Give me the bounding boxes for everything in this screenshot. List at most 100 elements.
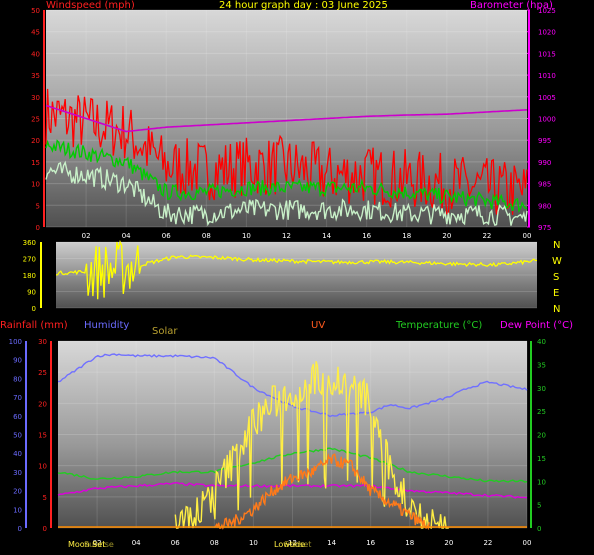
- baro-y-tick: 980: [538, 202, 551, 210]
- weather-x-tick: 18: [405, 539, 414, 547]
- weather-x-tick: 04: [132, 539, 141, 547]
- temp-y-tick: 15: [537, 455, 546, 463]
- rainfall-axis-title: Rainfall (mm): [0, 320, 68, 331]
- baro-y-tick: 1020: [538, 29, 556, 37]
- direction-y-tick: 0: [32, 305, 36, 313]
- rain-y-tick: 20: [38, 400, 47, 408]
- wind-x-tick: 08: [202, 232, 211, 240]
- lowtide-label: Lowtide: [274, 540, 306, 549]
- humidity-y-tick: 60: [13, 413, 22, 421]
- baro-y-tick: 1010: [538, 72, 556, 80]
- barometer-axis-title: Barometer (hpa): [470, 0, 553, 11]
- compass-s: S: [553, 272, 560, 283]
- temp-y-tick: 35: [537, 361, 546, 369]
- wind-y-tick: 35: [31, 72, 40, 80]
- humidity-y-tick: 20: [13, 488, 22, 496]
- uv-label: UV: [311, 320, 326, 331]
- compass-w: W: [552, 256, 562, 267]
- temp-y-tick: 20: [537, 432, 546, 440]
- humidity-y-tick: 70: [13, 394, 22, 402]
- weather-x-tick: 06: [171, 539, 180, 547]
- temp-y-tick: 25: [537, 408, 546, 416]
- weather-x-tick: 16: [366, 539, 375, 547]
- weather-x-tick: 00: [523, 539, 532, 547]
- wind-x-tick: 00: [523, 232, 532, 240]
- direction-y-tick: 180: [23, 272, 36, 280]
- sunrise-label: Sunrise: [84, 540, 114, 549]
- series-humidity: [57, 353, 528, 418]
- wind-y-tick: 40: [31, 50, 40, 58]
- humidity-y-tick: 90: [13, 357, 22, 365]
- weather-x-tick: 12: [288, 539, 297, 547]
- humidity-axis-title: Humidity: [84, 320, 130, 331]
- rain-y-tick: 15: [38, 432, 47, 440]
- wind-x-tick: 04: [122, 232, 131, 240]
- windspeed-axis-title: Windspeed (mph): [46, 0, 135, 11]
- wind-y-tick: 25: [31, 116, 40, 124]
- direction-panel: [56, 242, 537, 308]
- compass-e: E: [553, 288, 560, 299]
- weather-x-tick: 08: [210, 539, 219, 547]
- wind-x-tick: 02: [82, 232, 91, 240]
- solar-label: Solar: [152, 326, 178, 337]
- sunset-label: Sunset: [284, 540, 312, 549]
- humidity-y-tick: 0: [18, 525, 22, 533]
- wind-x-tick: 18: [402, 232, 411, 240]
- wind-x-tick: 22: [482, 232, 491, 240]
- humidity-y-tick: 30: [13, 469, 22, 477]
- temp-y-tick: 0: [537, 525, 541, 533]
- series-dewpoint: [57, 481, 528, 499]
- baro-y-tick: 985: [538, 181, 551, 189]
- humidity-y-tick: 80: [13, 375, 22, 383]
- wind-y-tick: 30: [31, 94, 40, 102]
- humidity-y-tick: 40: [13, 450, 22, 458]
- temp-y-tick: 5: [537, 502, 541, 510]
- series-temperature: [57, 447, 528, 483]
- rain-y-tick: 30: [38, 338, 47, 346]
- baro-y-tick: 990: [538, 159, 551, 167]
- weather-x-tick: 22: [483, 539, 492, 547]
- wind-y-tick: 45: [31, 29, 40, 37]
- humidity-y-tick: 50: [13, 432, 22, 440]
- series-avg-wind: [45, 139, 528, 214]
- rain-y-tick: 5: [43, 494, 47, 502]
- direction-y-tick: 360: [23, 239, 36, 247]
- weather-x-tick: 10: [249, 539, 258, 547]
- temp-y-tick: 30: [537, 385, 546, 393]
- humidity-y-tick: 10: [13, 506, 22, 514]
- baro-y-tick: 1015: [538, 50, 556, 58]
- wind-y-tick: 15: [31, 159, 40, 167]
- wind-y-tick: 20: [31, 137, 40, 145]
- rain-y-tick: 0: [43, 525, 47, 533]
- wind-y-tick: 50: [31, 7, 40, 15]
- direction-y-tick: 90: [27, 289, 36, 297]
- compass-n-bottom: N: [553, 304, 561, 315]
- series-uv: [214, 452, 430, 531]
- baro-y-tick: 995: [538, 137, 551, 145]
- compass-n-top: N: [553, 240, 561, 251]
- wind-x-tick: 20: [442, 232, 451, 240]
- baro-y-tick: 1005: [538, 94, 556, 102]
- wind-x-tick: 16: [362, 232, 371, 240]
- series-barometer: [45, 104, 528, 133]
- temperature-axis-title: Temperature (°C): [396, 320, 483, 331]
- baro-y-tick: 1000: [538, 116, 556, 124]
- series-direction: [55, 239, 538, 300]
- wind-y-tick: 10: [31, 181, 40, 189]
- wind-x-tick: 14: [322, 232, 331, 240]
- wind-x-tick: 10: [242, 232, 251, 240]
- weather-x-tick: 02: [93, 539, 102, 547]
- dewpoint-axis-title: Dew Point (°C): [500, 320, 574, 331]
- moon-set-label: Moon Set: [68, 540, 106, 549]
- temp-y-tick: 40: [537, 338, 546, 346]
- wind-x-tick: 06: [162, 232, 171, 240]
- humidity-y-tick: 100: [9, 338, 22, 346]
- baro-y-tick: 975: [538, 224, 551, 232]
- weather-x-tick: 20: [444, 539, 453, 547]
- series-wind-low: [45, 160, 528, 227]
- weather-panel: [58, 341, 527, 528]
- series-solar: [174, 361, 449, 530]
- rain-y-tick: 25: [38, 369, 47, 377]
- direction-y-tick: 270: [23, 256, 36, 264]
